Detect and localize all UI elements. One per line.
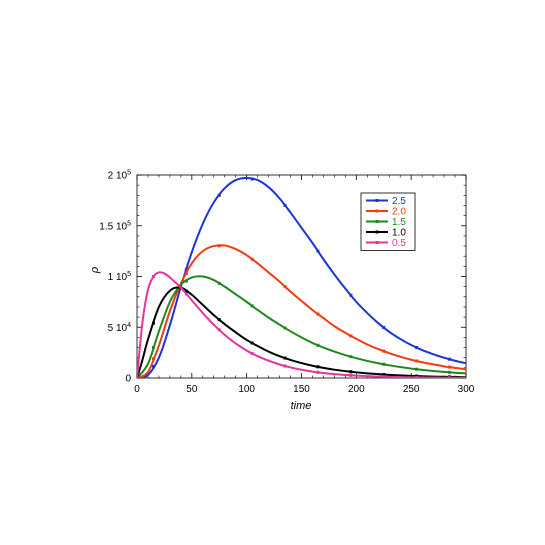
data-marker: [349, 355, 353, 359]
legend-label: 1.0: [392, 228, 406, 239]
x-tick-label: 250: [403, 384, 420, 395]
data-marker: [250, 351, 254, 355]
series-1-5: [137, 275, 466, 378]
y-tick-label: 2 105: [108, 170, 131, 182]
y-axis-label: ρ: [89, 267, 101, 274]
data-marker: [448, 376, 452, 378]
legend: 2.52.01.51.00.5: [360, 192, 416, 251]
legend-label: 0.5: [392, 238, 406, 249]
y-tick-label: 0: [125, 374, 131, 385]
data-marker: [250, 257, 254, 261]
data-marker: [217, 318, 221, 322]
data-marker: [283, 364, 287, 368]
x-tick-label: 150: [293, 384, 310, 395]
legend-label: 2.0: [392, 207, 406, 218]
data-marker: [316, 343, 320, 347]
data-marker: [250, 341, 254, 345]
data-marker: [151, 357, 155, 361]
data-marker: [349, 334, 353, 338]
series-line: [137, 244, 466, 378]
data-marker: [316, 249, 320, 253]
data-marker: [316, 365, 320, 369]
data-marker: [217, 328, 221, 332]
y-tick-label: 1.5 105: [99, 220, 131, 232]
data-marker: [349, 373, 353, 377]
data-marker: [448, 370, 452, 374]
x-axis-label: time: [291, 400, 312, 412]
data-marker: [151, 275, 155, 278]
data-marker: [448, 357, 452, 361]
series-2-0: [137, 244, 466, 378]
data-marker: [316, 370, 320, 374]
x-tick-label: 100: [238, 384, 255, 395]
data-marker: [184, 292, 188, 296]
data-marker: [382, 372, 386, 376]
data-marker: [349, 293, 353, 297]
x-tick-label: 300: [458, 384, 475, 395]
data-marker: [151, 364, 155, 368]
data-marker: [184, 289, 188, 293]
data-marker: [283, 285, 287, 289]
y-tick-label: 5 104: [108, 322, 131, 334]
data-marker: [151, 346, 155, 350]
x-tick-label: 200: [348, 384, 365, 395]
legend-label: 2.5: [392, 196, 406, 207]
data-marker: [217, 281, 221, 285]
data-marker: [217, 193, 221, 197]
axes: 0 50 100 150 200 250 300 0 5 104 1 105 1.5 105 2 10…: [99, 170, 474, 396]
data-marker: [184, 267, 188, 271]
data-marker: [184, 279, 188, 283]
x-tick-label: 50: [186, 384, 198, 395]
data-marker: [382, 362, 386, 366]
data-marker: [250, 304, 254, 308]
series-2-5: [137, 177, 466, 378]
data-marker: [151, 321, 155, 325]
legend-marker: [375, 199, 379, 202]
data-marker: [415, 346, 419, 350]
data-marker: [382, 375, 386, 378]
x-tick-label: 0: [134, 384, 140, 395]
series-line: [137, 275, 466, 378]
y-tick-label: 1 105: [108, 271, 131, 283]
legend-marker: [375, 230, 379, 234]
data-marker: [415, 375, 419, 378]
series-line: [137, 177, 466, 378]
series-0-5: [137, 271, 466, 378]
data-marker: [283, 203, 287, 207]
data-marker: [316, 312, 320, 316]
legend-marker: [375, 220, 379, 223]
data-marker: [250, 177, 254, 181]
data-marker: [349, 370, 353, 374]
data-marker: [283, 356, 287, 360]
data-marker: [448, 365, 452, 369]
legend-label: 1.5: [392, 217, 406, 228]
data-marker: [283, 326, 287, 330]
data-marker: [415, 367, 419, 371]
data-marker: [415, 359, 419, 363]
data-marker: [184, 271, 188, 275]
legend-marker: [375, 209, 379, 213]
series-lines: [137, 177, 466, 378]
legend-marker: [375, 241, 379, 244]
data-marker: [382, 326, 386, 330]
data-marker: [382, 349, 386, 353]
data-marker: [217, 244, 221, 248]
